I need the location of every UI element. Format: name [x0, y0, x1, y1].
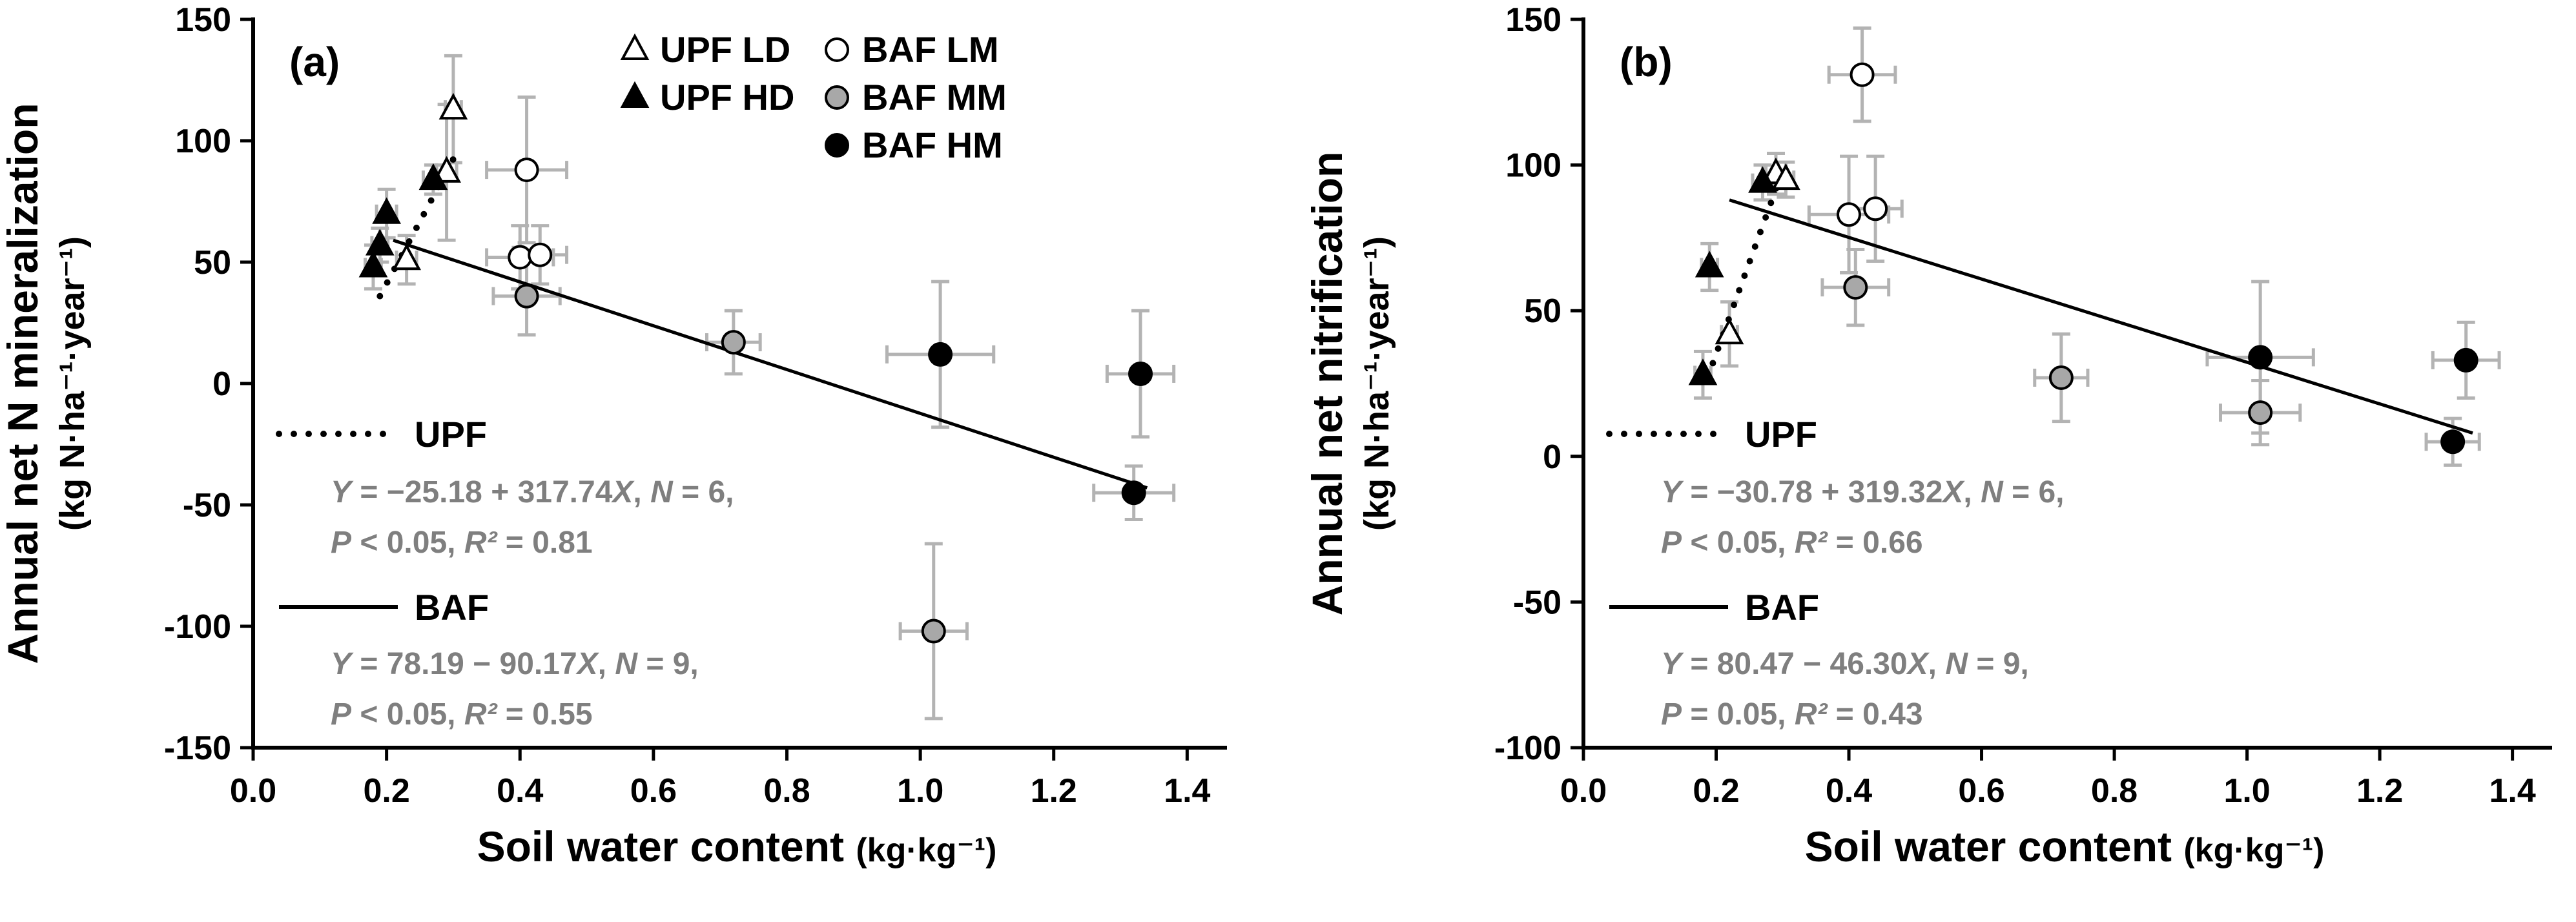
data-point-upf-ld: [432, 156, 461, 183]
y-axis-units: (kg N·ha⁻¹·year⁻¹): [1357, 236, 1396, 531]
panel-b: 150 100 50 0 -50 -100 0.0 0.2 0.4 0.6 0.8 1.0 1.2 1.4…: [1288, 0, 2575, 922]
y-tick-label: -100: [164, 608, 231, 646]
data-point-upf-ld: [392, 243, 421, 271]
data-point-baf-hm: [2453, 347, 2478, 373]
x-tick-label: 1.2: [2356, 772, 2403, 810]
legend-label-upf-hd: UPF HD: [660, 77, 794, 118]
y-axis-units: (kg N·ha⁻¹·year⁻¹): [53, 236, 92, 531]
data-point-baf-mm: [1843, 275, 1868, 300]
chart-a-svg: 150 100 50 0 -50 -100 -150 0.0 0.2 0.4 0.6 0.8 1.0 1.…: [0, 1, 1227, 870]
data-point-baf-hm: [2440, 429, 2466, 455]
data-point-upf-hd: [1695, 251, 1724, 278]
y-tick-label: 100: [1505, 147, 1561, 185]
legend-label-baf-lm: BAF LM: [862, 29, 999, 70]
equation-name-upf: UPF: [1745, 414, 1817, 455]
y-axis-title: Annual net N mineralization: [0, 103, 46, 664]
x-tick-label: 0.0: [1560, 772, 1607, 810]
x-axis-title: Soil water content (kg·kg⁻¹): [477, 823, 997, 870]
data-point-baf-lm: [1863, 196, 1888, 221]
data-point-upf-hd: [358, 251, 388, 278]
equation-line2-upf: P < 0.05, R² = 0.66: [1661, 526, 1923, 560]
legend-label-upf-ld: UPF LD: [660, 29, 790, 70]
data-point-upf-ld: [438, 92, 468, 120]
x-tick-label: 0.8: [2091, 772, 2138, 810]
x-tick-label: 1.2: [1031, 772, 1077, 810]
equation-line2-baf: P < 0.05, R² = 0.55: [331, 697, 593, 732]
data-point-baf-hm: [1121, 480, 1146, 506]
regression-line-baf: [1729, 198, 2473, 435]
legend-symbol-baf-mm: [825, 85, 849, 110]
x-tick-label: 1.0: [2223, 772, 2270, 810]
data-point-baf-lm: [514, 158, 539, 183]
data-point-upf-hd: [365, 229, 395, 256]
data-point-baf-mm: [921, 619, 946, 644]
equation-name-baf: BAF: [1745, 587, 1819, 628]
equation-line1-upf: Y = −25.18 + 317.74X, N = 6,: [331, 475, 734, 509]
data-point-baf-hm: [1128, 361, 1153, 386]
x-tick-label: 0.6: [630, 772, 677, 810]
panel-a: 150 100 50 0 -50 -100 -150 0.0 0.2 0.4 0.6 0.8 1.0 1.…: [0, 1, 1227, 870]
regression-line-baf: [393, 238, 1148, 490]
data-point-upf-hd: [418, 163, 448, 190]
legend-symbol-upf-ld: [620, 33, 650, 60]
equation-line1-upf: Y = −30.78 + 319.32X, N = 6,: [1661, 475, 2064, 509]
y-tick-label: -100: [1494, 730, 1561, 767]
y-tick-label: 0: [1543, 438, 1561, 476]
x-tick-label: 0.6: [1958, 772, 2004, 810]
legend-label-baf-hm: BAF HM: [862, 125, 1003, 165]
legend-symbol-baf-lm: [825, 37, 849, 62]
data-point-baf-mm: [514, 283, 539, 309]
panel-label: (b): [1620, 39, 1673, 85]
equation-line2-baf: P = 0.05, R² = 0.43: [1661, 697, 1923, 732]
data-point-baf-hm: [2248, 345, 2273, 370]
x-tick-label: 0.2: [363, 772, 409, 810]
y-tick-label: -50: [1513, 584, 1561, 621]
y-tick-label: 150: [1505, 1, 1561, 39]
x-axis-title: Soil water content (kg·kg⁻¹): [1805, 823, 2325, 870]
panel-label: (a): [289, 39, 340, 85]
data-point-baf-lm: [1837, 202, 1862, 227]
data-point-upf-hd: [1688, 358, 1718, 385]
data-point-baf-mm: [2048, 365, 2074, 390]
x-tick-label: 1.4: [2489, 772, 2535, 810]
data-point-baf-mm: [2248, 400, 2273, 425]
equation-name-upf: UPF: [415, 414, 487, 455]
y-tick-label: -50: [183, 487, 231, 524]
data-point-upf-ld: [1715, 318, 1744, 345]
data-point-baf-mm: [721, 330, 746, 355]
data-point-upf-ld: [1771, 163, 1800, 190]
data-point-baf-hm: [928, 342, 953, 367]
y-tick-label: 100: [175, 123, 231, 160]
data-point-baf-lm: [528, 242, 553, 267]
x-tick-label: 0.0: [230, 772, 276, 810]
equation-name-baf: BAF: [415, 587, 489, 628]
data-point-upf-hd: [372, 197, 401, 224]
y-tick-label: 150: [175, 1, 231, 39]
legend-symbol-upf-hd: [620, 81, 650, 108]
equation-line2-upf: P < 0.05, R² = 0.81: [331, 526, 593, 560]
y-axis-title: Annual net nitrification: [1303, 152, 1351, 616]
x-tick-label: 1.0: [897, 772, 943, 810]
x-tick-label: 0.4: [497, 772, 543, 810]
x-tick-label: 0.8: [763, 772, 810, 810]
x-tick-label: 0.4: [1826, 772, 1872, 810]
y-tick-label: 50: [194, 244, 231, 282]
equation-line1-baf: Y = 78.19 − 90.17X, N = 9,: [331, 647, 699, 681]
data-point-upf-hd: [1748, 166, 1777, 193]
data-point-baf-lm: [508, 245, 533, 270]
y-tick-label: 50: [1524, 292, 1561, 330]
equation-line1-baf: Y = 80.47 − 46.30X, N = 9,: [1661, 647, 2029, 681]
y-tick-label: -150: [164, 730, 231, 767]
data-point-baf-lm: [1850, 62, 1875, 87]
y-tick-label: 0: [212, 365, 231, 403]
chart-b-svg: 150 100 50 0 -50 -100 0.0 0.2 0.4 0.6 0.8 1.0 1.2 1.4…: [1303, 1, 2552, 870]
x-tick-label: 0.2: [1693, 772, 1739, 810]
x-tick-label: 1.4: [1164, 772, 1210, 810]
legend-symbol-baf-hm: [825, 133, 849, 158]
legend-label-baf-mm: BAF MM: [862, 77, 1007, 118]
